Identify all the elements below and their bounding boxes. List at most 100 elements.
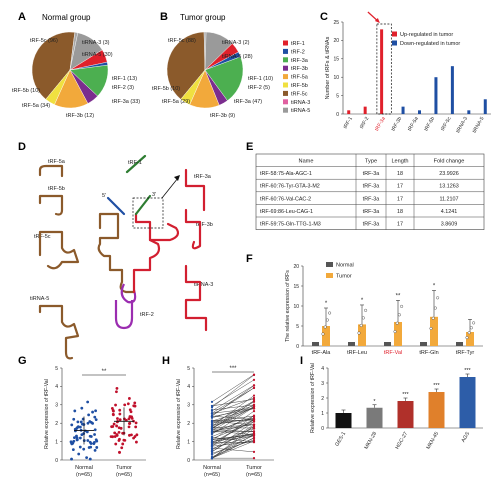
bar-up [364, 107, 367, 114]
bar-normal [348, 342, 355, 346]
x-tick-label: Tumor [246, 465, 262, 471]
y-tick-label: 0 [296, 344, 299, 350]
sig-marker: * [433, 284, 436, 290]
legend-label: Normal [336, 263, 354, 269]
data-point [253, 420, 255, 422]
x-tick-label: tRF-3a [374, 116, 387, 132]
data-point [70, 423, 73, 426]
trna-3prime-half [134, 214, 159, 292]
data-point [118, 413, 121, 416]
data-point [119, 418, 122, 421]
panel-h-letter: H [162, 355, 170, 367]
bar-tumor [394, 322, 402, 346]
data-point [89, 441, 92, 444]
d-label-trf5c: tRF-5c [34, 234, 51, 240]
data-point [77, 453, 80, 456]
data-point [253, 379, 255, 381]
data-point [134, 425, 137, 428]
x-tick-label: HGC-27 [395, 431, 410, 451]
data-point [211, 412, 213, 414]
panel-g-letter: G [18, 355, 27, 367]
table-cell: tRF-3a [363, 196, 379, 202]
data-point [79, 437, 82, 440]
data-point [211, 445, 213, 447]
data-point [211, 454, 213, 456]
legend-label: Tumor [336, 274, 352, 280]
bar-down [402, 107, 405, 114]
legend-label: tRF-5a [291, 75, 309, 81]
legend-swatch [326, 273, 333, 278]
data-point [75, 435, 78, 438]
x-tick-label: GES-1 [334, 431, 347, 448]
table-cell: tRF-3a [363, 171, 379, 177]
three-prime-tail [136, 196, 150, 214]
data-point [114, 443, 117, 446]
data-point [324, 326, 327, 329]
x-tick-label: AGS [461, 431, 472, 444]
sig-marker: *** [464, 368, 471, 374]
data-point [88, 420, 91, 423]
panel-e-letter: E [246, 141, 253, 153]
y-tick-label: 2 [55, 421, 58, 427]
d-label-trf5b: tRF-5b [48, 186, 65, 192]
data-point [470, 327, 473, 330]
legend-swatch [283, 83, 288, 88]
y-tick-label: 5 [55, 366, 58, 372]
legend-swatch [283, 66, 288, 71]
data-point [91, 411, 94, 414]
data-point [468, 331, 471, 334]
pie-b-label: tRF-1 (10) [248, 76, 273, 82]
y-tick-label: 10 [293, 304, 299, 310]
y-tick-label: 4 [187, 384, 190, 390]
table-cell: tRF-69:86-Leu-CAG-1 [260, 209, 313, 215]
data-point [82, 448, 85, 451]
data-point [80, 433, 83, 436]
bar-tumor [358, 324, 366, 346]
bar-normal [456, 342, 463, 346]
arrow-head [174, 175, 180, 181]
bar-tumor [430, 317, 438, 346]
table-cell: 17 [397, 184, 403, 190]
y-tick-label: 15 [293, 284, 299, 290]
data-point [73, 410, 76, 413]
legend-label: tRF-2 [291, 49, 305, 55]
data-point [128, 426, 131, 429]
panel-d-letter: D [18, 141, 26, 153]
data-point [432, 317, 435, 320]
data-point [253, 384, 255, 386]
data-point [211, 431, 213, 433]
data-point [76, 439, 79, 442]
data-point [72, 418, 75, 421]
data-point [118, 431, 121, 434]
x-tick-label: tRF-Gln [419, 350, 438, 356]
y-tick-label: 5 [296, 324, 299, 330]
legend-label: tRF-3a [291, 58, 309, 64]
table-cell: 13.1263 [439, 184, 459, 190]
data-point [118, 451, 121, 454]
x-tick-label: MKN-45 [426, 431, 441, 451]
trna-t-arm [150, 224, 178, 240]
data-point [115, 390, 118, 393]
data-point [253, 387, 255, 389]
data-point [110, 425, 113, 428]
table-cell: tRF-59:75-Gln-TTG-1-M3 [260, 222, 321, 228]
y-tick-label: 2 [321, 396, 324, 402]
data-point [94, 449, 97, 452]
x-tick-label: Normal [75, 465, 93, 471]
bar [367, 408, 383, 428]
bar-up [380, 29, 383, 114]
x-tick-label: MKN-28 [364, 431, 379, 451]
data-point [253, 451, 255, 453]
data-point [123, 403, 126, 406]
sig-marker: ** [396, 293, 401, 299]
table-header: Name [299, 159, 314, 165]
x-tick-label: Normal [203, 465, 221, 471]
data-point [130, 434, 133, 437]
data-point [253, 394, 255, 396]
data-point [135, 441, 138, 444]
data-point [122, 439, 125, 442]
table-cell: 11.2107 [439, 196, 458, 202]
